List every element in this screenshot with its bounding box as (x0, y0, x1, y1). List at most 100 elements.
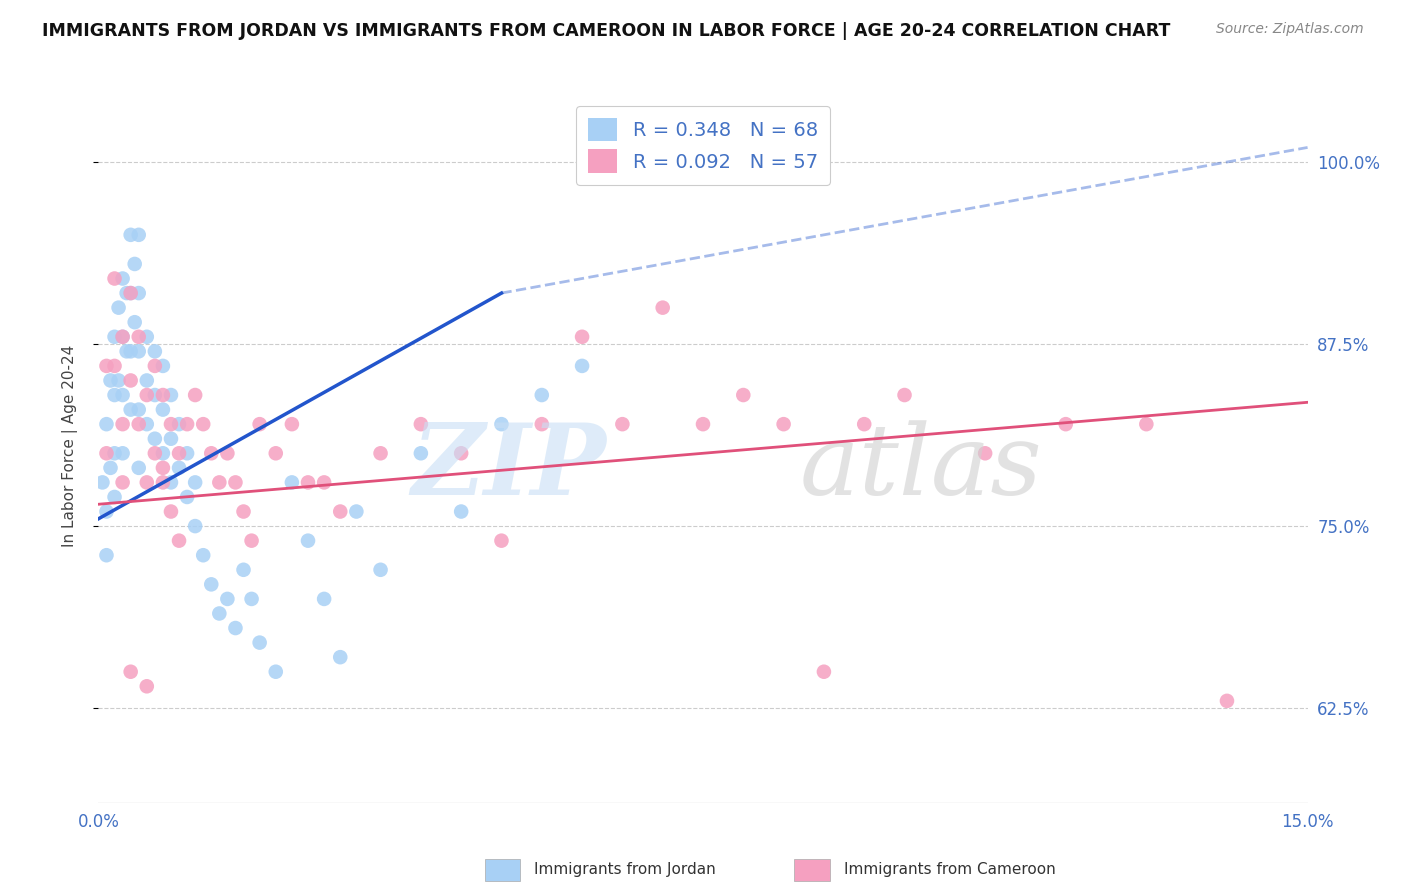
Point (128, 227, 150, 242)
Point (143, 359, 166, 373)
Point (152, 388, 174, 402)
Point (103, 388, 125, 402)
Point (1135, 417, 1157, 432)
Point (692, 417, 714, 432)
Point (329, 504, 352, 518)
Point (128, 460, 150, 475)
Point (249, 635, 271, 649)
Point (281, 475, 304, 490)
Point (120, 344, 142, 359)
Point (240, 591, 263, 606)
Point (772, 417, 794, 432)
Point (893, 388, 915, 402)
Point (128, 344, 150, 359)
Point (115, 286, 138, 301)
Point (120, 374, 142, 388)
Point (111, 417, 134, 432)
Point (491, 417, 513, 432)
Point (120, 286, 142, 301)
Point (103, 446, 125, 460)
Point (160, 388, 183, 402)
Point (160, 504, 183, 518)
Point (128, 417, 150, 432)
Point (167, 533, 190, 548)
Point (115, 344, 138, 359)
Point (224, 475, 246, 490)
Point (224, 621, 246, 635)
Text: Immigrants from Jordan: Immigrants from Jordan (534, 863, 716, 877)
Point (160, 475, 183, 490)
Point (103, 359, 125, 373)
Point (103, 490, 125, 504)
Y-axis label: In Labor Force | Age 20-24: In Labor Force | Age 20-24 (62, 345, 77, 547)
Point (281, 417, 304, 432)
Point (103, 271, 125, 285)
Point (111, 388, 134, 402)
Point (111, 271, 134, 285)
Point (96, 417, 118, 432)
Point (184, 388, 207, 402)
Point (264, 446, 287, 460)
Point (100, 374, 122, 388)
Point (111, 475, 134, 490)
Text: Immigrants from Cameroon: Immigrants from Cameroon (844, 863, 1056, 877)
Point (217, 446, 239, 460)
Point (111, 330, 134, 344)
Point (232, 504, 254, 518)
Point (370, 446, 392, 460)
Point (135, 388, 157, 402)
Point (128, 402, 150, 417)
Point (143, 432, 166, 446)
Text: atlas: atlas (800, 420, 1042, 515)
Legend: R = 0.348   N = 68, R = 0.092   N = 57: R = 0.348 N = 68, R = 0.092 N = 57 (576, 106, 830, 185)
Point (314, 475, 336, 490)
Point (124, 315, 146, 329)
Point (135, 475, 157, 490)
Point (107, 301, 129, 315)
Point (193, 548, 215, 562)
Point (813, 665, 835, 679)
Point (249, 417, 271, 432)
Point (103, 330, 125, 344)
Point (143, 388, 166, 402)
Point (450, 446, 472, 460)
Point (232, 563, 254, 577)
Point (370, 563, 392, 577)
Point (491, 533, 513, 548)
Point (135, 374, 157, 388)
Point (184, 475, 207, 490)
Point (974, 446, 997, 460)
Point (135, 679, 157, 693)
Point (96, 446, 118, 460)
Point (96, 359, 118, 373)
Point (1054, 417, 1077, 432)
Point (167, 446, 190, 460)
Point (160, 417, 183, 432)
Point (200, 446, 222, 460)
Point (120, 286, 142, 301)
Point (208, 475, 231, 490)
Point (152, 359, 174, 373)
Text: IMMIGRANTS FROM JORDAN VS IMMIGRANTS FROM CAMEROON IN LABOR FORCE | AGE 20-24 CO: IMMIGRANTS FROM JORDAN VS IMMIGRANTS FRO… (42, 22, 1171, 40)
Point (1216, 694, 1239, 708)
Point (176, 490, 198, 504)
Point (143, 344, 166, 359)
Point (167, 417, 190, 432)
Point (297, 475, 319, 490)
Point (240, 533, 263, 548)
Point (853, 417, 876, 432)
Point (409, 446, 432, 460)
Point (176, 417, 198, 432)
Point (96, 548, 118, 562)
Point (329, 650, 352, 665)
Point (612, 417, 634, 432)
Point (651, 301, 673, 315)
Point (128, 330, 150, 344)
Text: ZIP: ZIP (412, 419, 606, 516)
Point (314, 591, 336, 606)
Point (135, 330, 157, 344)
Point (193, 417, 215, 432)
Text: Source: ZipAtlas.com: Source: ZipAtlas.com (1216, 22, 1364, 37)
Point (344, 504, 367, 518)
Point (107, 374, 129, 388)
